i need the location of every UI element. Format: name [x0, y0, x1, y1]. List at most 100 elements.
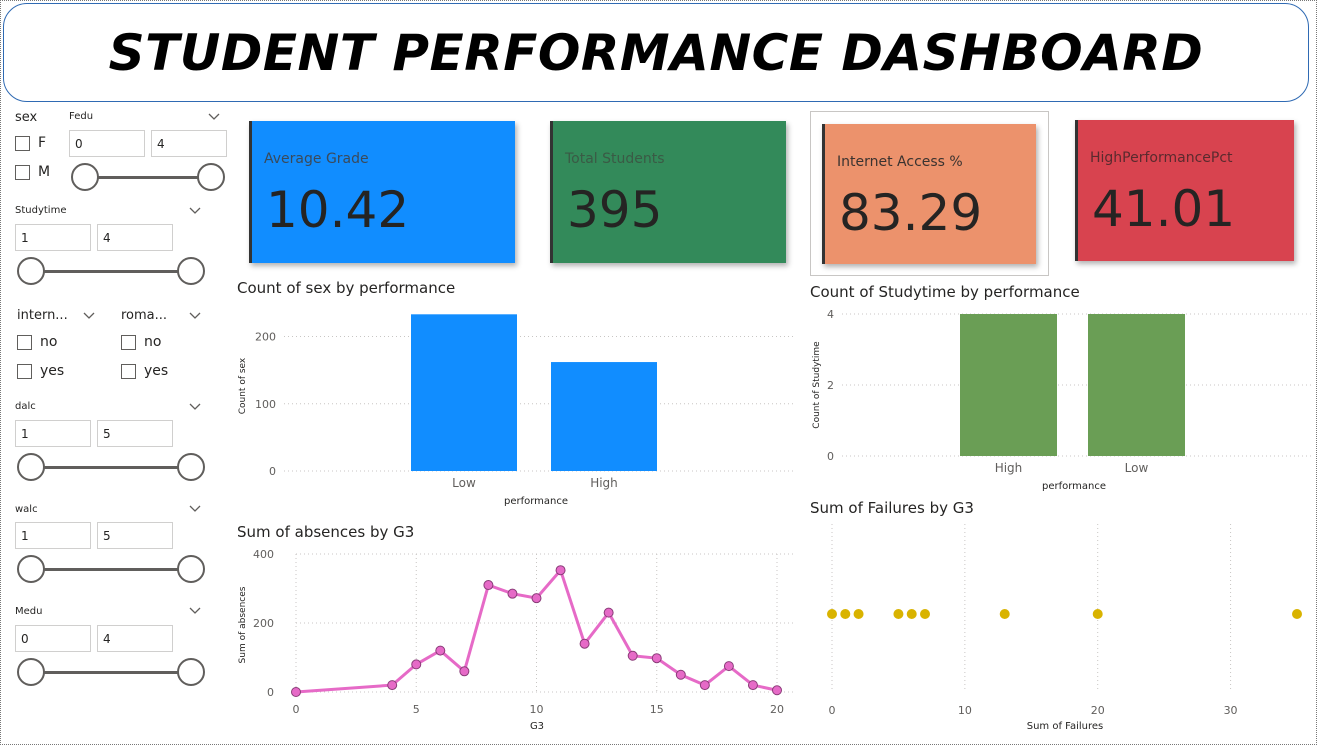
- walc-max-input[interactable]: 5: [97, 522, 173, 549]
- fedu-max-input[interactable]: 4: [151, 130, 227, 157]
- walc-slider-max-handle[interactable]: [177, 555, 205, 583]
- romantic-option-no[interactable]: no: [121, 334, 161, 350]
- y-axis-title: Sum of absences: [238, 586, 248, 663]
- dalc-slider-max-handle[interactable]: [177, 453, 205, 481]
- bar: [960, 314, 1057, 456]
- kpi-label: Total Students: [565, 151, 665, 167]
- internet-option-no[interactable]: no: [17, 334, 57, 350]
- x-tick-label: 5: [413, 703, 420, 716]
- option-label: M: [38, 164, 51, 180]
- kpi-label: Internet Access %: [837, 154, 963, 170]
- data-point: [999, 609, 1010, 619]
- x-tick-label: 0: [293, 703, 300, 716]
- data-point: [772, 685, 782, 696]
- data-point: [627, 650, 638, 661]
- checkbox[interactable]: [17, 363, 32, 379]
- studytime-min-input[interactable]: 1: [15, 224, 91, 251]
- studytime-by-performance-chart[interactable]: 0 2 4 High Low performance Count of Studytime: [806, 301, 1314, 496]
- chevron-down-icon[interactable]: [188, 605, 202, 615]
- data-point: [699, 680, 710, 691]
- checkbox[interactable]: [121, 334, 136, 350]
- kpi-value: 83.29: [839, 184, 983, 242]
- failures-by-g3-chart[interactable]: 0 10 20 30 Sum of Failures: [806, 519, 1314, 737]
- chevron-down-icon[interactable]: [188, 401, 202, 411]
- data-point: [411, 659, 422, 670]
- data-point: [747, 680, 758, 691]
- checkbox[interactable]: [15, 164, 30, 180]
- bar: [551, 362, 657, 471]
- studytime-max-input[interactable]: 4: [97, 224, 173, 251]
- x-tick-label: Low: [452, 476, 476, 490]
- x-axis-title: performance: [504, 496, 568, 507]
- medu-slider-track[interactable]: [31, 671, 191, 674]
- sex-option-f[interactable]: F: [15, 135, 46, 151]
- data-point: [651, 653, 662, 664]
- x-tick-label: High: [590, 476, 618, 490]
- data-point: [723, 661, 734, 672]
- sex-option-m[interactable]: M: [15, 164, 50, 180]
- walc-slider-track[interactable]: [31, 568, 191, 571]
- data-point: [507, 588, 518, 599]
- kpi-value: 41.01: [1092, 180, 1236, 238]
- chevron-down-icon[interactable]: [188, 310, 202, 320]
- y-tick-label: 100: [255, 398, 276, 411]
- chevron-down-icon[interactable]: [188, 503, 202, 513]
- data-point: [853, 609, 864, 619]
- romantic-slicer-label: roma...: [121, 308, 168, 323]
- data-point: [906, 609, 917, 619]
- kpi-card-internet-access: Internet Access % 83.29: [822, 124, 1036, 264]
- checkbox[interactable]: [17, 334, 32, 350]
- kpi-value: 395: [567, 181, 663, 239]
- fedu-slider-max-handle[interactable]: [197, 163, 225, 191]
- y-tick-label: 400: [253, 548, 274, 561]
- studytime-slider-max-handle[interactable]: [177, 257, 205, 285]
- x-tick-label: 30: [1224, 704, 1238, 717]
- internet-slicer-label: intern...: [17, 308, 68, 323]
- option-label: F: [38, 135, 47, 151]
- y-tick-label: 200: [255, 331, 276, 344]
- studytime-slider-min-handle[interactable]: [17, 257, 45, 285]
- fedu-min-input[interactable]: 0: [69, 130, 145, 157]
- x-tick-label: 0: [829, 704, 836, 717]
- dalc-max-input[interactable]: 5: [97, 420, 173, 447]
- option-label: no: [40, 334, 58, 350]
- x-tick-label: 15: [650, 703, 664, 716]
- kpi-card-high-performance: HighPerformancePct 41.01: [1075, 120, 1294, 261]
- title-banner: STUDENT PERFORMANCE DASHBOARD: [3, 3, 1309, 102]
- kpi-card-average-grade: Average Grade 10.42: [249, 121, 515, 263]
- kpi-selected-frame[interactable]: [810, 111, 1049, 276]
- fedu-slider-track[interactable]: [85, 176, 211, 179]
- fedu-slider-min-handle[interactable]: [71, 163, 99, 191]
- y-tick-label: 0: [827, 450, 834, 463]
- walc-slider-min-handle[interactable]: [17, 555, 45, 583]
- sex-by-performance-chart[interactable]: 0 100 200 Low High performance Count of sex: [229, 301, 799, 511]
- y-tick-label: 4: [827, 308, 834, 321]
- bar: [1088, 314, 1185, 456]
- data-point: [459, 666, 470, 677]
- medu-slider-min-handle[interactable]: [17, 658, 45, 686]
- dalc-min-input[interactable]: 1: [15, 420, 91, 447]
- medu-max-input[interactable]: 4: [97, 625, 173, 652]
- option-label: yes: [144, 363, 169, 379]
- internet-option-yes[interactable]: yes: [17, 363, 64, 379]
- y-tick-label: 2: [827, 379, 834, 392]
- walc-min-input[interactable]: 1: [15, 522, 91, 549]
- x-tick-label: High: [995, 461, 1023, 475]
- medu-slider-max-handle[interactable]: [177, 658, 205, 686]
- data-point: [920, 609, 930, 619]
- dashboard-title: STUDENT PERFORMANCE DASHBOARD: [108, 23, 1204, 82]
- checkbox[interactable]: [15, 135, 30, 151]
- option-label: yes: [40, 363, 65, 379]
- chevron-down-icon[interactable]: [188, 205, 202, 215]
- chevron-down-icon[interactable]: [207, 111, 221, 121]
- dalc-slider-min-handle[interactable]: [17, 453, 45, 481]
- studytime-slider-track[interactable]: [31, 270, 191, 273]
- x-tick-label: Low: [1125, 461, 1149, 475]
- chevron-down-icon[interactable]: [82, 310, 96, 320]
- dalc-slider-track[interactable]: [31, 466, 191, 469]
- data-point: [840, 609, 851, 619]
- medu-min-input[interactable]: 0: [15, 625, 91, 652]
- romantic-option-yes[interactable]: yes: [121, 363, 168, 379]
- checkbox[interactable]: [121, 363, 136, 379]
